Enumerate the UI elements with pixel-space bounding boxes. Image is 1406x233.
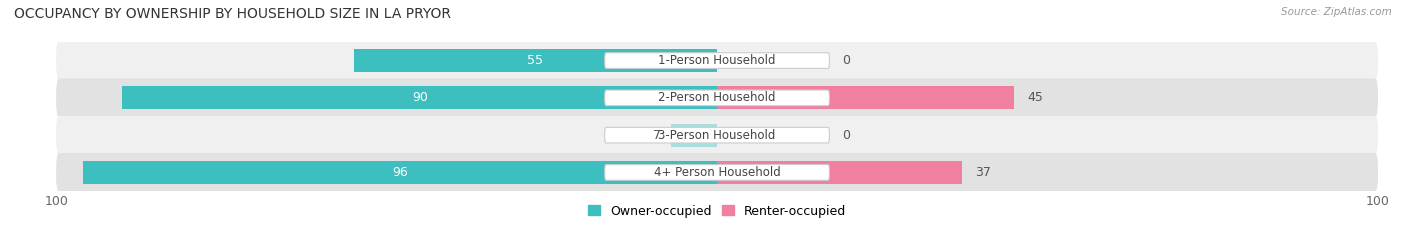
FancyBboxPatch shape — [56, 41, 1378, 80]
FancyBboxPatch shape — [56, 116, 1378, 154]
Text: OCCUPANCY BY OWNERSHIP BY HOUSEHOLD SIZE IN LA PRYOR: OCCUPANCY BY OWNERSHIP BY HOUSEHOLD SIZE… — [14, 7, 451, 21]
Legend: Owner-occupied, Renter-occupied: Owner-occupied, Renter-occupied — [588, 205, 846, 218]
FancyBboxPatch shape — [605, 127, 830, 143]
Text: 3-Person Household: 3-Person Household — [658, 129, 776, 142]
Text: 55: 55 — [527, 54, 543, 67]
Text: 4+ Person Household: 4+ Person Household — [654, 166, 780, 179]
Bar — [122, 86, 717, 110]
FancyBboxPatch shape — [56, 153, 1378, 192]
FancyBboxPatch shape — [605, 164, 830, 180]
FancyBboxPatch shape — [605, 53, 830, 69]
Text: Source: ZipAtlas.com: Source: ZipAtlas.com — [1281, 7, 1392, 17]
FancyBboxPatch shape — [56, 79, 1378, 117]
Text: 1-Person Household: 1-Person Household — [658, 54, 776, 67]
Text: 90: 90 — [412, 91, 427, 104]
Text: 0: 0 — [842, 129, 851, 142]
Text: 37: 37 — [974, 166, 991, 179]
Bar — [717, 161, 962, 184]
FancyBboxPatch shape — [605, 90, 830, 106]
Text: 2-Person Household: 2-Person Household — [658, 91, 776, 104]
Text: 96: 96 — [392, 166, 408, 179]
Text: 0: 0 — [842, 54, 851, 67]
Bar — [717, 86, 1014, 110]
Bar — [671, 123, 717, 147]
Bar — [83, 161, 717, 184]
Bar — [354, 49, 717, 72]
Text: 7: 7 — [652, 129, 661, 142]
Text: 45: 45 — [1028, 91, 1043, 104]
